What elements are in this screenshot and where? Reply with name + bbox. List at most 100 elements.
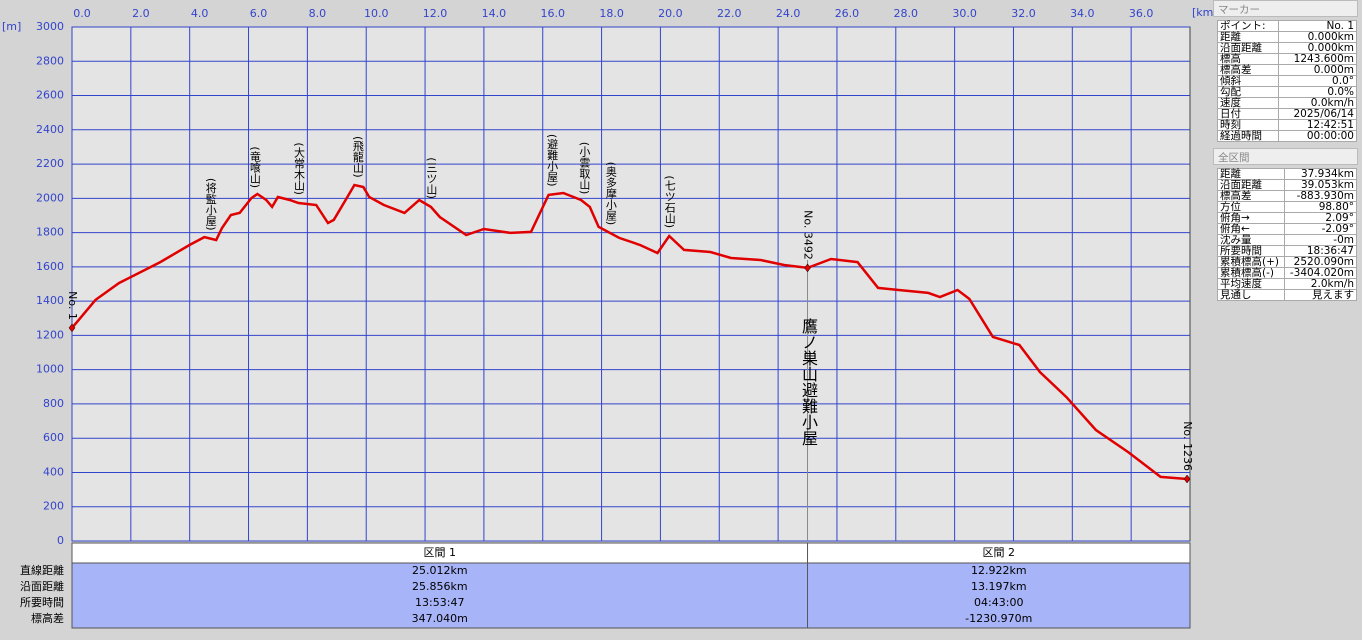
profile-line — [71, 183, 1188, 481]
peak-label: (竜喰山) — [248, 146, 261, 188]
x-tick-label: 4.0 — [191, 7, 209, 20]
panel-title: マーカー — [1213, 0, 1358, 17]
y-unit: [m] — [2, 20, 21, 33]
info-label: 勾配 — [1217, 86, 1279, 98]
y-tick-label: 1000 — [36, 363, 64, 376]
info-label: 標高差 — [1217, 64, 1279, 76]
section-value: 13:53:47 — [415, 596, 464, 609]
x-tick-label: 18.0 — [599, 7, 624, 20]
peak-label: (三ツ山) — [425, 157, 438, 199]
info-value: 2.0km/h — [1283, 278, 1358, 290]
x-tick-label: 32.0 — [1011, 7, 1036, 20]
x-unit: [km] — [1192, 6, 1213, 19]
info-value: -883.930m — [1283, 190, 1358, 202]
peak-label: (奥多摩小屋) — [604, 162, 617, 226]
x-tick-label: 14.0 — [482, 7, 507, 20]
info-label: 見通し — [1217, 289, 1285, 301]
y-tick-label: 2800 — [36, 54, 64, 67]
info-label: 俯角→ — [1217, 212, 1285, 224]
peak-label: (将監小屋) — [204, 178, 217, 231]
section-value: 25.012km — [412, 564, 468, 577]
info-label: ポイント: — [1217, 20, 1279, 32]
info-value: 98.80° — [1283, 201, 1358, 213]
info-label: 累積標高(+) — [1217, 256, 1285, 268]
x-tick-label: 6.0 — [250, 7, 268, 20]
info-label: 沈み量 — [1217, 234, 1285, 246]
plot-area — [71, 26, 1191, 542]
info-label: 標高差 — [1217, 190, 1285, 202]
info-value: 0.000m — [1277, 64, 1358, 76]
info-label: 経過時間 — [1217, 130, 1279, 142]
info-label: 俯角← — [1217, 223, 1285, 235]
y-tick-label: 2000 — [36, 191, 64, 204]
y-tick-label: 1200 — [36, 328, 64, 341]
section-value: 13.197km — [971, 580, 1027, 593]
info-panel: マーカーポイント: No. 1 距離 0.000km 沿面距離 0.000km 標高 1243… — [1213, 0, 1358, 307]
info-value: 0.000km — [1277, 31, 1358, 43]
x-tick-label: 22.0 — [717, 7, 742, 20]
x-tick-label: 24.0 — [776, 7, 801, 20]
info-label: 平均速度 — [1217, 278, 1285, 290]
y-tick-label: 800 — [43, 397, 64, 410]
x-tick-label: 12.0 — [423, 7, 448, 20]
section-value: -1230.970m — [965, 612, 1032, 625]
section-header-bg — [71, 542, 1191, 564]
y-tick-label: 1400 — [36, 294, 64, 307]
y-tick-label: 3000 — [36, 20, 64, 33]
section-body-bg — [71, 562, 1191, 629]
info-label: 傾斜 — [1217, 75, 1279, 87]
info-value: 12:42:51 — [1277, 119, 1358, 131]
info-label: 方位 — [1217, 201, 1285, 213]
x-tick-label: 30.0 — [952, 7, 977, 20]
info-table: ポイント: No. 1 距離 0.000km 沿面距離 0.000km 標高 1243.600… — [1217, 20, 1358, 142]
info-label: 沿面距離 — [1217, 42, 1279, 54]
x-tick-label: 36.0 — [1129, 7, 1154, 20]
info-label: 沿面距離 — [1217, 179, 1285, 191]
info-value: -0m — [1283, 234, 1358, 246]
info-value: 2025/06/14 — [1277, 108, 1358, 120]
x-tick-label: 26.0 — [835, 7, 860, 20]
y-tick-label: 600 — [43, 431, 64, 444]
x-tick-label: 28.0 — [894, 7, 919, 20]
marker-label: No. 3492 — [802, 210, 815, 260]
x-tick-label: 2.0 — [132, 7, 150, 20]
y-tick-label: 1600 — [36, 260, 64, 273]
y-tick-label: 2400 — [36, 123, 64, 136]
marker-name: 鷹ノ巣山避難小屋 — [799, 317, 818, 446]
row-label: 標高差 — [31, 611, 64, 625]
peak-label: (大常木山) — [293, 142, 306, 195]
chart: [m] [km] 0 200 400 600 800 1000 1200 1400 1600 18… — [2, 6, 1213, 629]
info-label: 速度 — [1217, 97, 1279, 109]
info-value: 0.0° — [1277, 75, 1358, 87]
peak-label: (飛龍山) — [351, 136, 364, 178]
info-value: 2.09° — [1283, 212, 1358, 224]
marker — [1183, 474, 1191, 484]
info-value: -2.09° — [1283, 223, 1358, 235]
info-value: 0.000km — [1277, 42, 1358, 54]
peak-label: (小雲取山) — [578, 142, 591, 195]
row-label: 直線距離 — [20, 563, 64, 577]
info-value: 00:00:00 — [1277, 130, 1358, 142]
section-header: 区間 2 — [983, 546, 1016, 559]
peak-label: (七ツ石山) — [663, 175, 676, 228]
info-label: 標高 — [1217, 53, 1279, 65]
info-label: 日付 — [1217, 108, 1279, 120]
info-value: -3404.020m — [1283, 267, 1358, 279]
info-value: 0.0km/h — [1277, 97, 1358, 109]
x-tick-label: 34.0 — [1070, 7, 1095, 20]
row-label: 沿面距離 — [20, 579, 64, 593]
section-header: 区間 1 — [424, 546, 457, 559]
info-value: 18:36:47 — [1283, 245, 1358, 257]
section-value: 04:43:00 — [974, 596, 1023, 609]
marker-label: No. 1 — [66, 291, 79, 320]
info-table: 距離 37.934km 沿面距離 39.053km 標高差 -883.930m 方位 98.8… — [1217, 168, 1358, 301]
x-tick-label: 20.0 — [658, 7, 683, 20]
x-tick-label: 10.0 — [364, 7, 389, 20]
info-label: 所要時間 — [1217, 245, 1285, 257]
info-label: 累積標高(-) — [1217, 267, 1285, 279]
info-value: 見えます — [1283, 289, 1358, 301]
marker — [804, 263, 811, 273]
section-value: 25.856km — [412, 580, 468, 593]
x-tick-label: 0.0 — [73, 7, 91, 20]
